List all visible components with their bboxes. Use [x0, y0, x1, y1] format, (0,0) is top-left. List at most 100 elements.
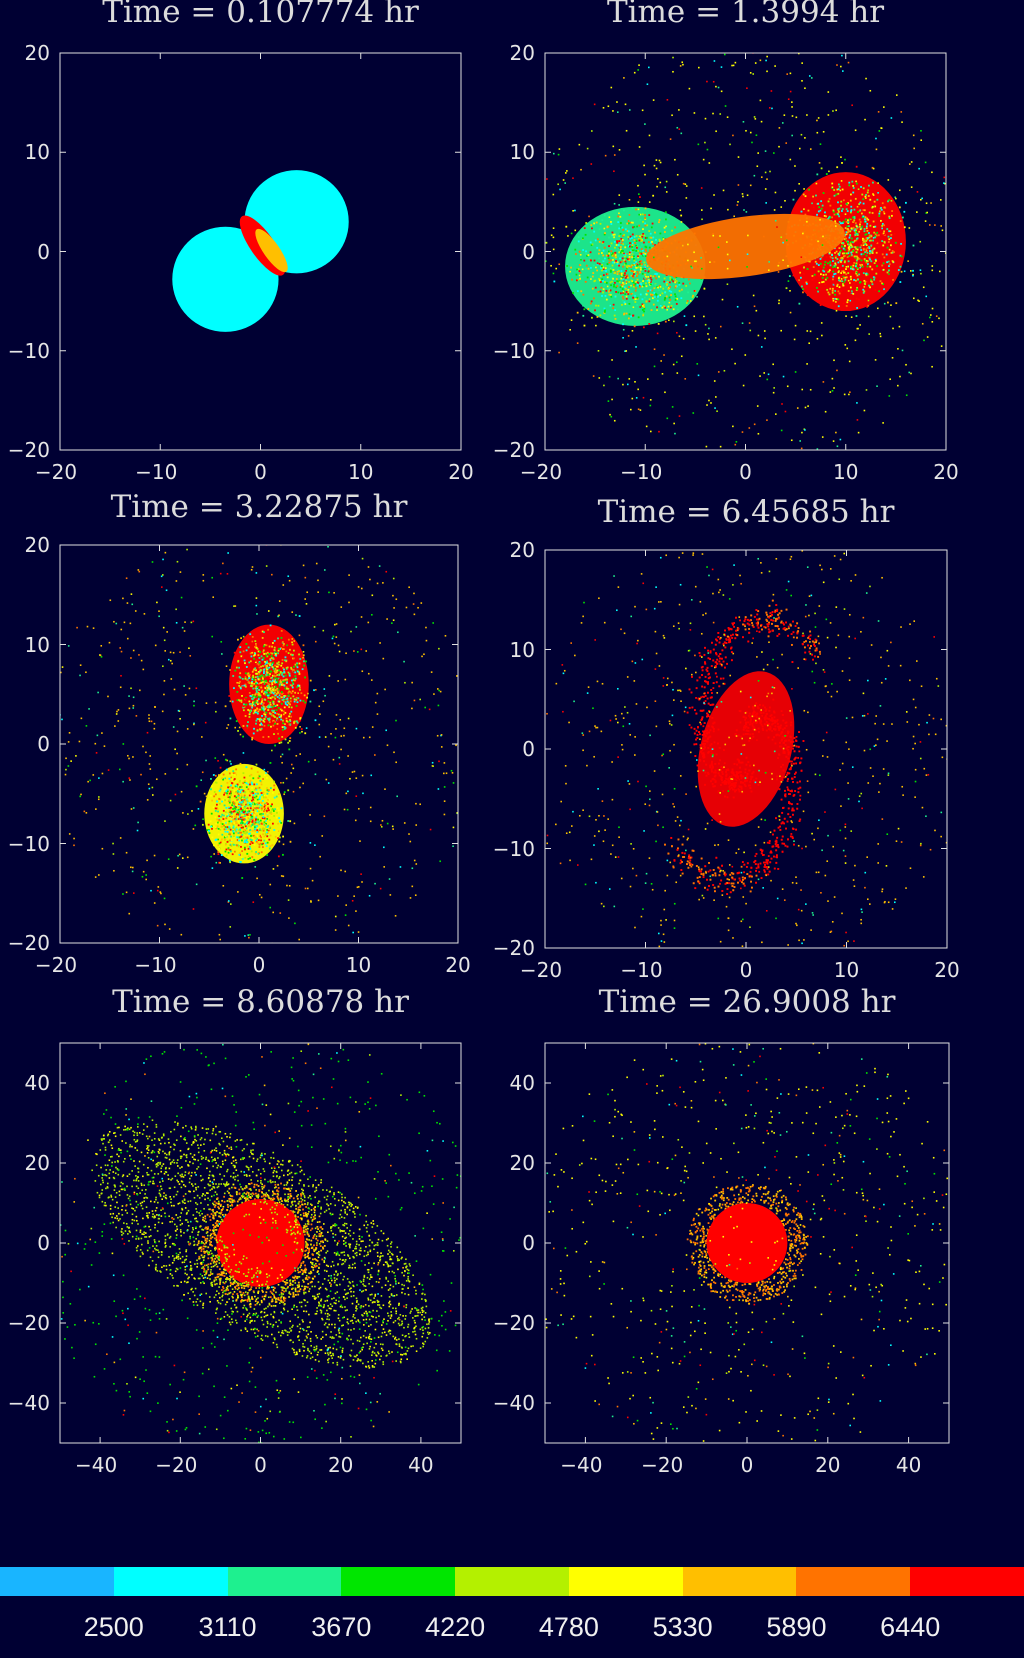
particle — [275, 681, 278, 683]
particle — [843, 261, 846, 264]
particle — [570, 319, 573, 321]
particle — [235, 666, 238, 669]
particle — [888, 263, 891, 266]
particle — [617, 247, 620, 250]
particle — [277, 793, 280, 795]
particle — [280, 718, 283, 721]
particle — [856, 258, 859, 261]
particle — [175, 580, 178, 582]
particle — [850, 266, 852, 268]
particle — [299, 699, 302, 702]
particle — [835, 431, 837, 434]
particle — [832, 268, 835, 271]
particle — [697, 374, 700, 377]
particle — [250, 808, 252, 811]
particle — [227, 822, 230, 825]
particle — [603, 311, 606, 313]
particle — [852, 191, 855, 194]
particle — [243, 832, 246, 834]
particle — [258, 846, 261, 848]
particle — [258, 775, 261, 778]
particle — [887, 200, 889, 203]
particle — [865, 233, 868, 236]
particle — [225, 665, 228, 668]
particle — [641, 305, 644, 307]
particle — [294, 691, 297, 694]
particle — [819, 304, 822, 307]
particle — [672, 56, 674, 59]
particle — [643, 234, 646, 237]
particle — [252, 674, 255, 677]
particle — [862, 288, 865, 291]
particle — [888, 395, 891, 397]
particle — [238, 682, 241, 684]
particle — [642, 253, 645, 256]
particle — [625, 257, 628, 260]
particle — [284, 723, 286, 726]
particle — [249, 807, 252, 810]
particle — [663, 354, 665, 356]
particle — [292, 669, 295, 672]
particle — [693, 289, 696, 292]
particle — [61, 666, 64, 668]
particle — [254, 700, 257, 703]
particle — [266, 668, 268, 671]
particle — [450, 769, 453, 772]
particle — [247, 694, 250, 697]
particle — [276, 687, 279, 690]
particle — [250, 781, 253, 784]
particle — [646, 224, 649, 227]
particle — [618, 227, 621, 230]
particle — [639, 293, 642, 296]
particle — [632, 306, 635, 309]
particle — [808, 260, 811, 263]
particle — [664, 231, 666, 233]
particle — [701, 218, 703, 221]
particle — [822, 381, 825, 383]
particle — [292, 670, 295, 673]
particle — [654, 231, 656, 234]
particle — [254, 696, 257, 699]
particle — [267, 724, 270, 727]
particle — [97, 798, 100, 801]
particle — [132, 807, 135, 809]
particle — [242, 635, 245, 638]
particle — [644, 237, 647, 239]
particle — [664, 186, 667, 189]
particle — [305, 603, 308, 605]
particle — [230, 784, 232, 787]
particle — [602, 254, 605, 257]
particle — [246, 796, 249, 799]
particle — [432, 765, 434, 767]
particle — [804, 137, 806, 139]
particle — [926, 211, 929, 214]
particle — [665, 191, 668, 193]
particle — [270, 805, 273, 808]
particle — [228, 859, 231, 862]
particle — [164, 551, 167, 554]
particle — [840, 180, 843, 182]
particle — [879, 280, 882, 283]
particle — [271, 573, 273, 576]
particle — [439, 690, 442, 693]
particle — [845, 237, 848, 240]
particle — [305, 660, 307, 663]
particle — [253, 803, 256, 806]
particle — [255, 719, 258, 722]
particle — [891, 251, 894, 254]
particle — [234, 820, 237, 823]
particle — [598, 257, 601, 260]
particle — [628, 286, 630, 288]
particle — [729, 143, 731, 146]
particle — [848, 218, 851, 221]
particle — [332, 635, 335, 638]
particle — [618, 212, 620, 215]
particle — [276, 836, 279, 838]
particle — [900, 242, 902, 245]
particle — [778, 302, 780, 305]
particle — [866, 229, 869, 232]
particle — [282, 719, 284, 722]
particle — [438, 647, 440, 650]
particle — [834, 256, 837, 259]
particle — [940, 199, 942, 201]
